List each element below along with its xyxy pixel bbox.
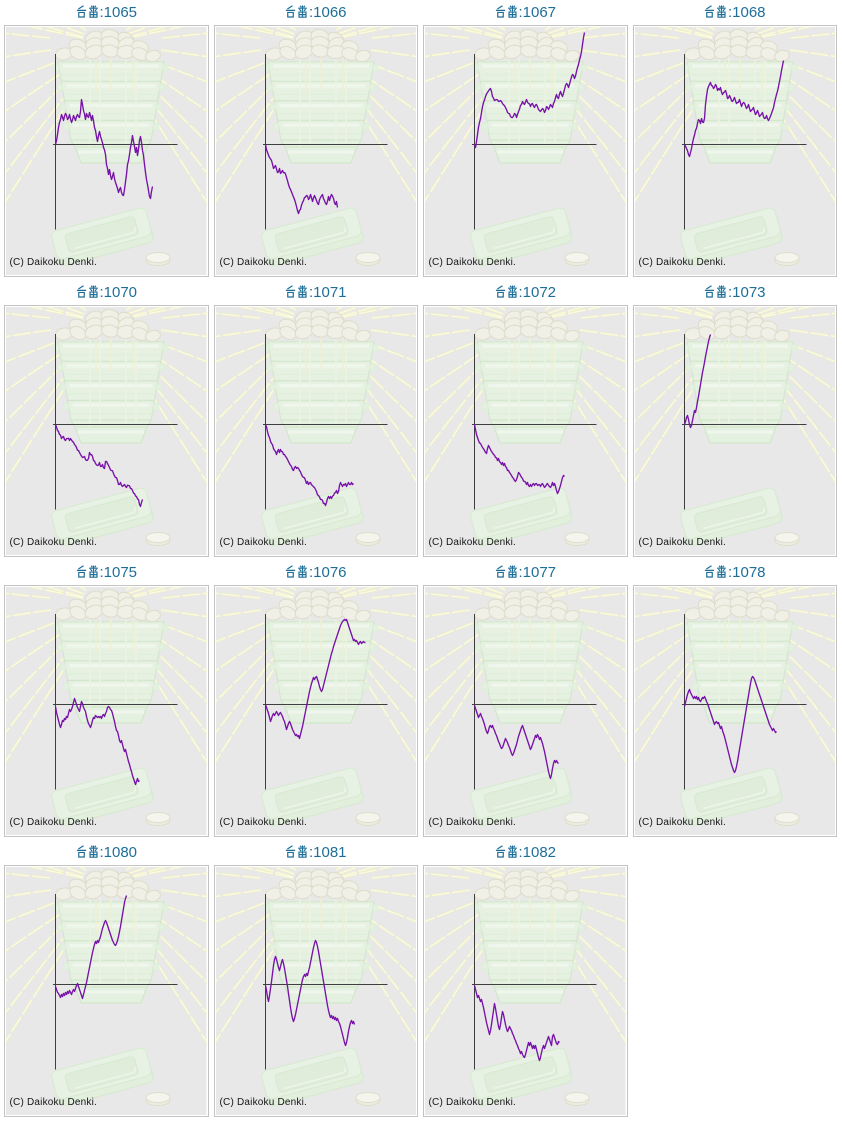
svg-text:(C) Daikoku Denki.: (C) Daikoku Denki.	[10, 1097, 98, 1108]
svg-text:(C) Daikoku Denki.: (C) Daikoku Denki.	[219, 817, 307, 828]
svg-text:(C) Daikoku Denki.: (C) Daikoku Denki.	[10, 537, 98, 548]
svg-text:(C) Daikoku Denki.: (C) Daikoku Denki.	[429, 537, 517, 548]
svg-text:(C) Daikoku Denki.: (C) Daikoku Denki.	[10, 257, 98, 268]
svg-text:(C) Daikoku Denki.: (C) Daikoku Denki.	[638, 257, 726, 268]
svg-text:(C) Daikoku Denki.: (C) Daikoku Denki.	[219, 257, 307, 268]
svg-text:(C) Daikoku Denki.: (C) Daikoku Denki.	[429, 257, 517, 268]
svg-text:(C) Daikoku Denki.: (C) Daikoku Denki.	[10, 817, 98, 828]
svg-text:(C) Daikoku Denki.: (C) Daikoku Denki.	[219, 1097, 307, 1108]
svg-text:(C) Daikoku Denki.: (C) Daikoku Denki.	[638, 537, 726, 548]
svg-text:(C) Daikoku Denki.: (C) Daikoku Denki.	[429, 817, 517, 828]
svg-text:(C) Daikoku Denki.: (C) Daikoku Denki.	[429, 1097, 517, 1108]
svg-text:(C) Daikoku Denki.: (C) Daikoku Denki.	[638, 817, 726, 828]
svg-text:(C) Daikoku Denki.: (C) Daikoku Denki.	[219, 537, 307, 548]
